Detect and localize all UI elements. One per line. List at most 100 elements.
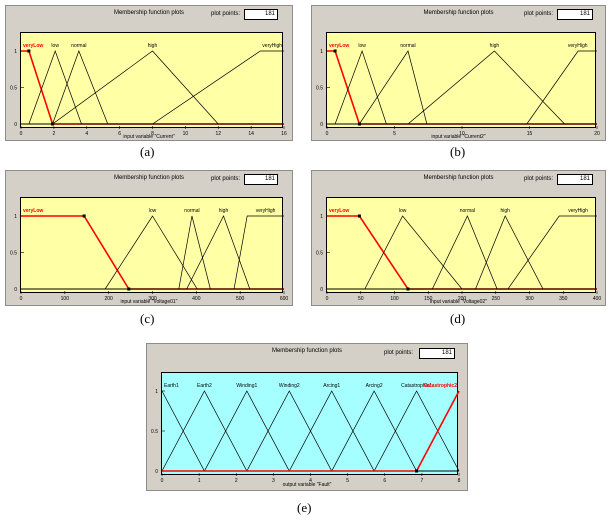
y-tick-label: 0.5 xyxy=(151,429,158,435)
plot-points-input[interactable]: 181 xyxy=(244,174,278,185)
plot-points-input[interactable]: 181 xyxy=(419,348,455,359)
x-tick-label: 5 xyxy=(393,131,396,137)
mf-plot-area[interactable]: 0 0.5 1 0 50 100 150 200 250 300 350 400 veryLow low n… xyxy=(316,197,601,302)
mf-vertex-marker xyxy=(27,49,31,53)
x-tick-label: 7 xyxy=(420,478,423,484)
mf-label: normal xyxy=(71,43,86,49)
x-axis-label: input variable "Voltage02" xyxy=(430,299,487,305)
mf-vertex-marker xyxy=(415,469,419,473)
mf-curve xyxy=(327,50,597,125)
x-tick-label: 150 xyxy=(424,296,433,302)
x-tick-label: 100 xyxy=(61,296,70,302)
x-tick-label: 50 xyxy=(358,296,364,302)
mf-plot-area[interactable]: 0 0.5 1 0 100 200 300 400 500 600 veryLow low normal… xyxy=(10,197,288,302)
x-tick-label: 4 xyxy=(309,478,312,484)
mf-curve xyxy=(162,390,459,472)
y-tick-label: 1 xyxy=(320,49,323,55)
plot-points-input[interactable]: 181 xyxy=(244,9,278,20)
mf-label: veryLow xyxy=(329,43,349,49)
mf-label: veryHigh xyxy=(256,208,276,214)
y-tick-label: 1 xyxy=(155,389,158,395)
x-tick-label: 600 xyxy=(280,296,289,302)
mf-label: Catastrophic1 xyxy=(401,383,432,389)
mf-label: low xyxy=(51,43,59,49)
mf-window-d: Membership function plots plot points: 1… xyxy=(311,170,606,306)
x-tick-label: 16 xyxy=(281,131,287,137)
x-tick-label: 8 xyxy=(151,131,154,137)
plot-points-label: plot points: xyxy=(211,176,241,182)
x-tick-label: 5 xyxy=(346,478,349,484)
mf-curve xyxy=(327,49,597,125)
mf-label: Catastrophic2 xyxy=(424,383,458,389)
caption-c: (c) xyxy=(140,311,155,326)
x-tick-label: 200 xyxy=(104,296,113,302)
x-tick-label: 300 xyxy=(148,296,157,302)
mf-window-c: Membership function plots plot points: 1… xyxy=(5,170,293,306)
y-tick-label: 0 xyxy=(320,287,323,293)
mf-label: normal xyxy=(460,208,475,214)
x-tick-label: 3 xyxy=(272,478,275,484)
mf-curve xyxy=(21,50,284,125)
plot-points-input[interactable]: 181 xyxy=(557,174,593,185)
plot-points-label: plot points: xyxy=(211,11,241,17)
mf-curve xyxy=(21,215,284,290)
x-tick-label: 200 xyxy=(458,296,467,302)
mf-plot-svg: 0 0.5 1 0 1 2 3 4 5 6 7 8 Earth1 Earth2 Winding1 Windin… xyxy=(151,383,461,484)
x-tick-label: 0 xyxy=(326,131,329,137)
x-tick-label: 250 xyxy=(492,296,501,302)
plot-points-input[interactable]: 181 xyxy=(557,9,593,20)
x-tick-label: 14 xyxy=(248,131,254,137)
mf-label: low xyxy=(399,208,407,214)
mf-window-a: Membership function plots plot points: 1… xyxy=(5,5,293,141)
x-tick-label: 12 xyxy=(215,131,221,137)
x-tick-label: 0 xyxy=(20,296,23,302)
x-tick-label: 400 xyxy=(192,296,201,302)
mf-vertex-marker xyxy=(82,214,86,218)
mf-label: veryLow xyxy=(23,208,43,214)
mf-label: veryHigh xyxy=(568,208,588,214)
mf-plot-area[interactable]: 0 0.5 1 0 5 10 15 20 veryLow low normal high veryHig… xyxy=(316,32,600,137)
mf-label: Arcing1 xyxy=(323,383,340,389)
mf-curve xyxy=(327,50,597,125)
mf-plot-area[interactable]: 0 0.5 1 0 2 4 6 8 10 12 14 16 veryLow low normal high ve… xyxy=(10,32,287,137)
mf-vertex-marker xyxy=(357,214,361,218)
mf-curve xyxy=(21,215,284,290)
mf-window-title: Membership function plots xyxy=(113,10,185,16)
x-tick-label: 2 xyxy=(235,478,238,484)
plot-points-label: plot points: xyxy=(384,350,414,356)
mf-curve xyxy=(327,50,597,125)
mf-window-e: Membership function plots plot points: 1… xyxy=(146,343,468,491)
y-tick-label: 0.5 xyxy=(316,86,323,92)
x-tick-label: 20 xyxy=(594,131,600,137)
mf-label: Arcing2 xyxy=(366,383,383,389)
x-tick-label: 400 xyxy=(593,296,602,302)
mf-plot-area[interactable]: 0 0.5 1 0 1 2 3 4 5 6 7 8 Earth1 Earth2 Winding1 Windin… xyxy=(151,372,461,484)
mf-label: normal xyxy=(400,43,415,49)
mf-label: veryHigh xyxy=(262,43,282,49)
x-tick-label: 4 xyxy=(85,131,88,137)
mf-label: veryLow xyxy=(329,208,349,214)
mf-vertex-marker xyxy=(333,49,337,53)
x-tick-label: 10 xyxy=(459,131,465,137)
x-tick-label: 8 xyxy=(458,478,461,484)
x-axis-label: input variable "Voltage01" xyxy=(120,299,178,305)
mf-label: veryLow xyxy=(23,43,43,49)
mf-label: high xyxy=(219,208,229,214)
x-tick-label: 300 xyxy=(525,296,534,302)
y-tick-label: 1 xyxy=(14,49,17,55)
x-axis-label: input variable "Current" xyxy=(123,134,175,140)
x-axis-label: input variable "Current2" xyxy=(431,134,486,140)
y-tick-label: 0 xyxy=(320,122,323,128)
y-tick-label: 0.5 xyxy=(10,251,17,257)
y-tick-label: 0.5 xyxy=(316,251,323,257)
x-tick-label: 15 xyxy=(527,131,533,137)
y-tick-label: 1 xyxy=(320,214,323,220)
x-tick-label: 500 xyxy=(236,296,245,302)
plot-points-label: plot points: xyxy=(524,176,554,182)
mf-label: Earth1 xyxy=(164,383,179,389)
mf-label: high xyxy=(500,208,510,214)
mf-window-title: Membership function plots xyxy=(423,10,494,16)
mf-window-title: Membership function plots xyxy=(113,175,185,181)
